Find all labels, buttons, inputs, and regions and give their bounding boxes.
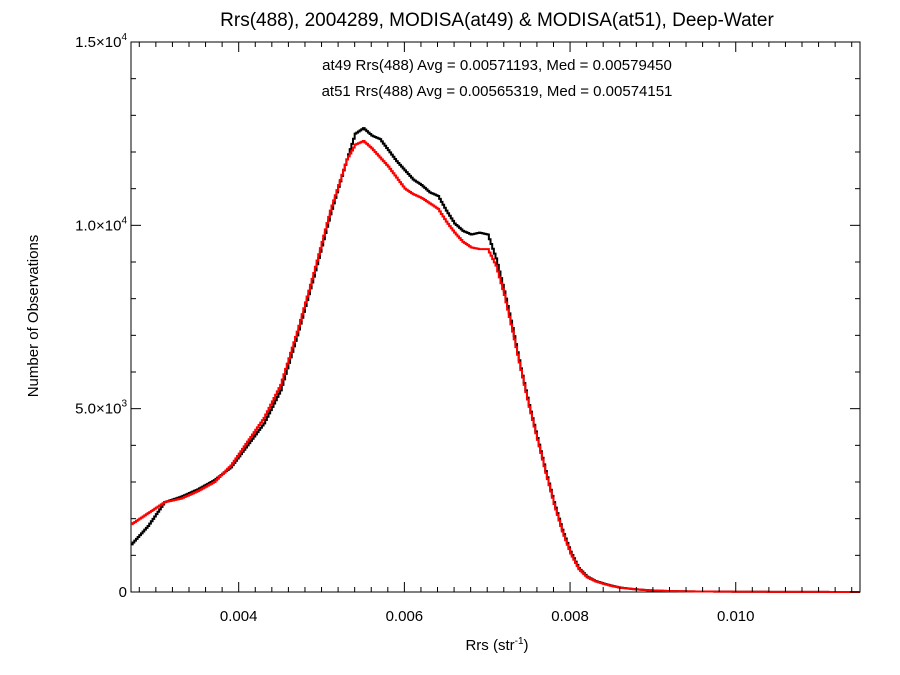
y-tick-exponent: 4 <box>121 215 127 226</box>
y-axis-label: Number of Observations <box>25 235 42 398</box>
y-tick-mantissa: 1.0×10 <box>75 217 121 234</box>
y-tick-label: 0 <box>119 584 127 601</box>
x-axis-label: Rrs (str-1) <box>465 636 528 654</box>
x-tick-label: 0.010 <box>717 608 755 625</box>
y-tick-exponent: 4 <box>121 32 127 43</box>
y-tick-mantissa: 1.5×10 <box>75 34 121 51</box>
y-tick-label: 1.5×104 <box>75 32 127 51</box>
y-tick-mantissa: 0 <box>119 584 127 601</box>
series-at49-line <box>131 127 860 593</box>
x-tick-label: 0.004 <box>220 608 258 625</box>
y-tick-exponent: 3 <box>121 399 127 410</box>
x-tick-label: 0.006 <box>386 608 424 625</box>
chart-title: Rrs(488), 2004289, MODISA(at49) & MODISA… <box>220 10 774 31</box>
x-axis-label-close: ) <box>524 637 529 654</box>
y-tick-label: 5.0×103 <box>75 399 127 418</box>
axis-ticks: 0.004 0.006 0.008 0.01005.0×1031.0×1041.5×1… <box>75 32 860 625</box>
y-tick-label: 1.0×104 <box>75 215 127 234</box>
x-tick-label: 0.008 <box>551 608 589 625</box>
x-axis-label-superscript: -1 <box>515 636 524 647</box>
series-at51-line <box>131 140 860 593</box>
plot-area <box>130 41 861 593</box>
series-layer <box>131 127 860 593</box>
x-axis-label-main: Rrs (str <box>465 637 514 654</box>
y-tick-mantissa: 5.0×10 <box>75 401 121 418</box>
annotation-at51: at51 Rrs(488) Avg = 0.00565319, Med = 0.… <box>322 83 673 100</box>
annotation-at49: at49 Rrs(488) Avg = 0.00571193, Med = 0.… <box>322 57 672 74</box>
